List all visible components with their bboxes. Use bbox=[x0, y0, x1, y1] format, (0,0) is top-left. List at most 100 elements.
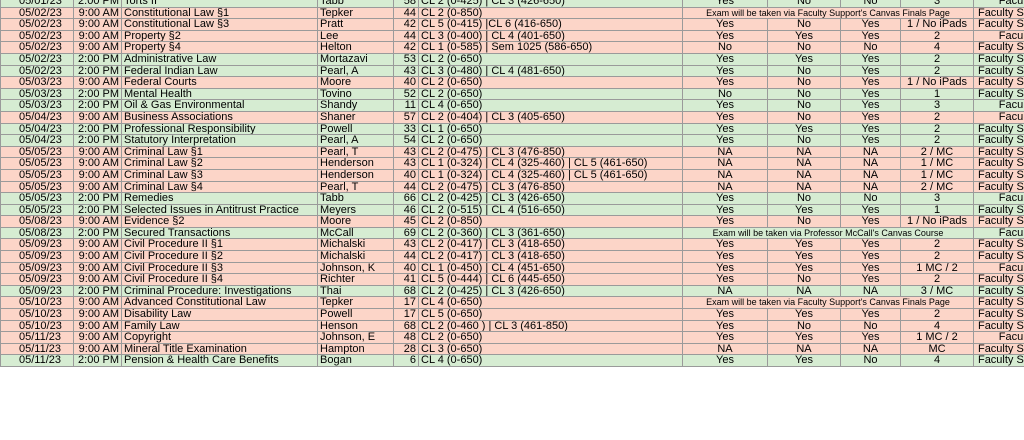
option-a-cell: Yes bbox=[682, 238, 768, 252]
option-b-cell: Yes bbox=[767, 261, 841, 275]
option-c-cell: No bbox=[840, 319, 901, 333]
location-cell: Faculty bbox=[973, 261, 1024, 275]
room-assignment-cell: CL 2 (0-650) bbox=[418, 87, 683, 101]
location-cell: Faculty Support bbox=[973, 145, 1024, 159]
room-assignment-cell: CL 4 (0-650) bbox=[418, 99, 683, 112]
option-d-cell: 1 / MC bbox=[900, 168, 974, 182]
course-cell: Pension & Health Care Benefits bbox=[121, 354, 318, 367]
option-a-cell: Yes bbox=[682, 122, 768, 136]
option-c-cell: No bbox=[840, 41, 901, 54]
table-row: 05/04/23 2:00 PM Statutory Interpretation P… bbox=[0, 134, 1024, 147]
room-assignment-cell: CL 2 (0-475) | CL 3 (476-850) bbox=[418, 145, 683, 159]
exam-date-cell: 05/05/23 bbox=[0, 168, 74, 182]
option-a-cell: Yes bbox=[682, 192, 768, 205]
table-row: 05/02/23 9:00 AM Property §2 Lee 44 CL 3 (0-4… bbox=[0, 29, 1024, 43]
option-c-cell: Yes bbox=[840, 273, 901, 286]
location-cell: Faculty Support bbox=[973, 238, 1024, 252]
course-cell: Torts II bbox=[121, 0, 318, 8]
location-cell: Faculty Support bbox=[973, 342, 1024, 356]
professor-cell: Pratt bbox=[317, 18, 394, 31]
exam-time-cell: 9:00 AM bbox=[73, 296, 122, 310]
location-cell: Faculty Support bbox=[973, 284, 1024, 298]
enrollment-cell: 69 bbox=[393, 226, 419, 240]
room-assignment-cell: CL 2 (0-475) | CL 3 (476-850) bbox=[418, 180, 683, 194]
room-assignment-cell: CL 5 (0-444) | CL 6 (445-650) bbox=[418, 273, 683, 286]
exam-date-cell: 05/02/23 bbox=[0, 64, 74, 78]
option-d-cell: 2 bbox=[900, 250, 974, 263]
table-row: 05/11/23 9:00 AM Copyright Johnson, E 48 CL 2… bbox=[0, 331, 1024, 344]
exam-time-cell: 9:00 AM bbox=[73, 180, 122, 194]
table-row: 05/09/23 9:00 AM Civil Procedure II §1 Mich… bbox=[0, 238, 1024, 252]
enrollment-cell: 43 bbox=[393, 145, 419, 159]
professor-cell: Henson bbox=[317, 319, 394, 333]
professor-cell: Johnson, K bbox=[317, 261, 394, 275]
enrollment-cell: 11 bbox=[393, 99, 419, 112]
room-assignment-cell: CL 3 (0-480) | CL 4 (481-650) bbox=[418, 64, 683, 78]
location-cell: Faculty Support bbox=[973, 168, 1024, 182]
course-cell: Administrative Law bbox=[121, 52, 318, 66]
option-d-cell: 2 bbox=[900, 122, 974, 136]
exam-time-cell: 2:00 PM bbox=[73, 52, 122, 66]
option-d-cell: 2 bbox=[900, 273, 974, 286]
table-row: 05/02/23 2:00 PM Federal Indian Law Pearl, … bbox=[0, 64, 1024, 78]
course-cell: Federal Courts bbox=[121, 76, 318, 89]
location-cell: Faculty Support bbox=[973, 180, 1024, 194]
enrollment-cell: 42 bbox=[393, 18, 419, 31]
option-d-cell: 4 bbox=[900, 41, 974, 54]
option-a-cell: Yes bbox=[682, 250, 768, 263]
exam-date-cell: 05/08/23 bbox=[0, 226, 74, 240]
option-d-cell: 3 bbox=[900, 0, 974, 8]
exam-date-cell: 05/02/23 bbox=[0, 6, 74, 20]
exam-time-cell: 9:00 AM bbox=[73, 250, 122, 263]
option-d-cell: 4 bbox=[900, 319, 974, 333]
option-b-cell: Yes bbox=[767, 238, 841, 252]
exam-time-cell: 2:00 PM bbox=[73, 354, 122, 367]
location-cell: Faculty Support bbox=[973, 134, 1024, 147]
location-cell: Faculty Support bbox=[973, 296, 1024, 310]
table-row: 05/09/23 9:00 AM Civil Procedure II §4 Rich… bbox=[0, 273, 1024, 286]
enrollment-cell: 45 bbox=[393, 215, 419, 228]
course-cell: Criminal Law §3 bbox=[121, 168, 318, 182]
room-assignment-cell: CL 2 (0-650) bbox=[418, 331, 683, 344]
option-d-cell: 4 bbox=[900, 354, 974, 367]
enrollment-cell: 68 bbox=[393, 319, 419, 333]
location-cell: Faculty bbox=[973, 226, 1024, 240]
option-b-cell: No bbox=[767, 215, 841, 228]
course-cell: Family Law bbox=[121, 319, 318, 333]
exam-note-cell: Exam will be taken via Faculty Support's… bbox=[682, 296, 974, 310]
option-b-cell: Yes bbox=[767, 52, 841, 66]
professor-cell: Henderson bbox=[317, 157, 394, 170]
room-assignment-cell: CL 2 (0-417) | CL 3 (418-650) bbox=[418, 238, 683, 252]
table-row: 05/09/23 2:00 PM Criminal Procedure: Inves… bbox=[0, 284, 1024, 298]
option-c-cell: Yes bbox=[840, 215, 901, 228]
option-a-cell: Yes bbox=[682, 29, 768, 43]
professor-cell: Powell bbox=[317, 122, 394, 136]
option-a-cell: Yes bbox=[682, 52, 768, 66]
exam-date-cell: 05/04/23 bbox=[0, 110, 74, 124]
enrollment-cell: 52 bbox=[393, 87, 419, 101]
exam-time-cell: 9:00 AM bbox=[73, 145, 122, 159]
location-cell: Faculty Support bbox=[973, 273, 1024, 286]
exam-time-cell: 2:00 PM bbox=[73, 192, 122, 205]
exam-time-cell: 2:00 PM bbox=[73, 226, 122, 240]
option-a-cell: NA bbox=[682, 342, 768, 356]
professor-cell: Helton bbox=[317, 41, 394, 54]
exam-date-cell: 05/02/23 bbox=[0, 41, 74, 54]
option-b-cell: No bbox=[767, 110, 841, 124]
exam-time-cell: 2:00 PM bbox=[73, 122, 122, 136]
exam-time-cell: 2:00 PM bbox=[73, 284, 122, 298]
table-row: 05/05/23 2:00 PM Remedies Tabb 66 CL 2 (0-425… bbox=[0, 192, 1024, 205]
option-b-cell: No bbox=[767, 64, 841, 78]
option-d-cell: 2 bbox=[900, 308, 974, 321]
location-cell: Faculty Support bbox=[973, 122, 1024, 136]
option-a-cell: Yes bbox=[682, 273, 768, 286]
option-b-cell: Yes bbox=[767, 354, 841, 367]
location-cell: Faculty Support bbox=[973, 6, 1024, 20]
location-cell: Faculty Support bbox=[973, 215, 1024, 228]
exam-date-cell: 05/01/23 bbox=[0, 0, 74, 8]
course-cell: Mental Health bbox=[121, 87, 318, 101]
option-b-cell: No bbox=[767, 41, 841, 54]
location-cell: Faculty Support bbox=[973, 87, 1024, 101]
enrollment-cell: 17 bbox=[393, 308, 419, 321]
option-a-cell: Yes bbox=[682, 64, 768, 78]
